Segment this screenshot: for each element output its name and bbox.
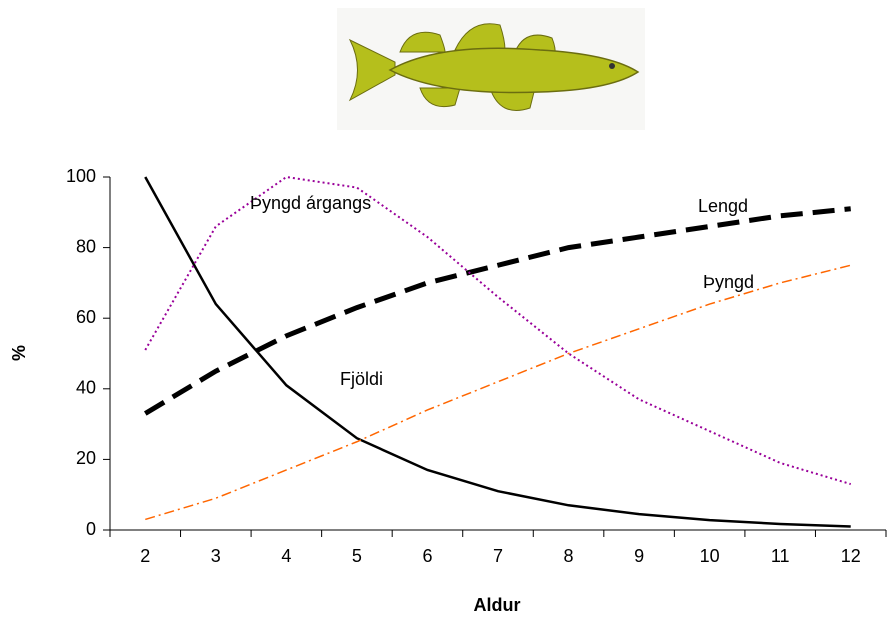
fish-picture xyxy=(337,8,645,130)
x-tick-label: 3 xyxy=(211,546,221,566)
x-tick-label: 10 xyxy=(700,546,720,566)
eye xyxy=(609,63,615,69)
y-axis-label: % xyxy=(9,345,29,361)
x-tick-label: 4 xyxy=(281,546,291,566)
x-tick-label: 6 xyxy=(422,546,432,566)
y-tick-label: 100 xyxy=(66,166,96,186)
series-label: Lengd xyxy=(698,196,748,216)
x-tick-label: 2 xyxy=(140,546,150,566)
series-line xyxy=(145,177,850,484)
chart: % Aldur 0 20 40 60 80 100 2 3 4 5 6 7 8 9 10 11 12 Fjöldi… xyxy=(0,0,887,623)
series-label: Fjöldi xyxy=(340,369,383,389)
x-tick-label: 9 xyxy=(634,546,644,566)
x-tick-label: 12 xyxy=(841,546,861,566)
x-tick-label: 5 xyxy=(352,546,362,566)
series-line xyxy=(145,209,850,414)
y-tick-label: 80 xyxy=(76,236,96,256)
series-line xyxy=(145,265,850,519)
series-line xyxy=(145,177,850,526)
x-axis-label: Aldur xyxy=(474,595,521,615)
series-label: Þyngd xyxy=(703,272,754,292)
y-tick-label: 0 xyxy=(86,519,96,539)
y-tick-label: 40 xyxy=(76,378,96,398)
y-tick-label: 20 xyxy=(76,448,96,468)
series-label: Þyngd árgangs xyxy=(250,193,371,213)
x-tick-label: 8 xyxy=(564,546,574,566)
x-tick-label: 11 xyxy=(771,546,790,566)
y-tick-label: 60 xyxy=(76,307,96,327)
x-tick-label: 7 xyxy=(493,546,503,566)
